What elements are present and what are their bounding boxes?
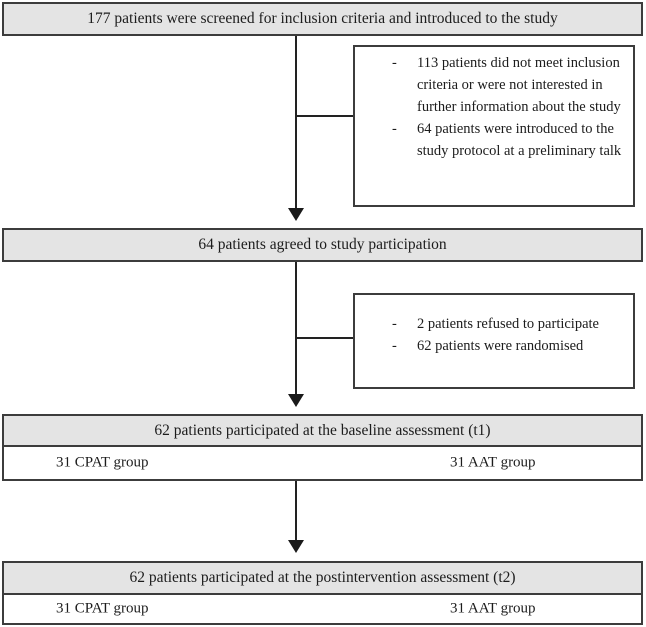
exclusion-item: - 2 patients refused to participate: [355, 313, 633, 335]
bullet-dash: -: [392, 316, 397, 332]
arrow-down-icon-2: [288, 394, 304, 407]
postintervention-aat-group-label: 31 AAT group: [450, 600, 536, 617]
box-baseline-groups-row: 31 CPAT group 31 AAT group: [4, 447, 641, 479]
bullet-dash: -: [392, 338, 397, 354]
connector-line-3: [295, 481, 297, 540]
exclusion-box-2: - 2 patients refused to participate - 62…: [353, 293, 635, 389]
box-postintervention-groups-row: 31 CPAT group 31 AAT group: [4, 595, 641, 623]
box-postintervention-assessment: 62 patients participated at the postinte…: [2, 561, 643, 625]
exclusion-item-text: 2 patients refused to participate: [417, 316, 599, 332]
exclusion-box-1: - 113 patients did not meet inclusion cr…: [353, 45, 635, 207]
box-agreed: 64 patients agreed to study participatio…: [2, 228, 643, 262]
arrow-down-icon-3: [288, 540, 304, 553]
box-screened-text: 177 patients were screened for inclusion…: [87, 10, 558, 27]
arrow-down-icon-1: [288, 208, 304, 221]
box-baseline-header: 62 patients participated at the baseline…: [4, 416, 641, 447]
connector-line-2: [295, 262, 297, 394]
box-postintervention-header: 62 patients participated at the postinte…: [4, 563, 641, 595]
exclusion-item: - 64 patients were introduced to the stu…: [355, 118, 633, 162]
bullet-dash: -: [392, 121, 397, 137]
box-baseline-assessment: 62 patients participated at the baseline…: [2, 414, 643, 481]
box-postintervention-header-text: 62 patients participated at the postinte…: [129, 569, 516, 586]
exclusion-item-text: 64 patients were introduced to the study…: [417, 121, 622, 159]
baseline-cpat-group-label: 31 CPAT group: [56, 454, 149, 471]
branch-line-1: [296, 115, 353, 117]
exclusion-item-text: 62 patients were randomised: [417, 338, 584, 354]
box-screened: 177 patients were screened for inclusion…: [2, 2, 643, 36]
box-agreed-text: 64 patients agreed to study participatio…: [198, 236, 447, 253]
baseline-aat-group-label: 31 AAT group: [450, 454, 536, 471]
exclusion-item: - 113 patients did not meet inclusion cr…: [355, 52, 633, 118]
branch-line-2: [296, 337, 353, 339]
bullet-dash: -: [392, 55, 397, 71]
box-baseline-header-text: 62 patients participated at the baseline…: [154, 421, 491, 439]
postintervention-cpat-group-label: 31 CPAT group: [56, 600, 149, 617]
connector-line-1: [295, 36, 297, 208]
exclusion-item-text: 113 patients did not meet inclusion crit…: [417, 55, 621, 115]
exclusion-item: - 62 patients were randomised: [355, 335, 633, 357]
